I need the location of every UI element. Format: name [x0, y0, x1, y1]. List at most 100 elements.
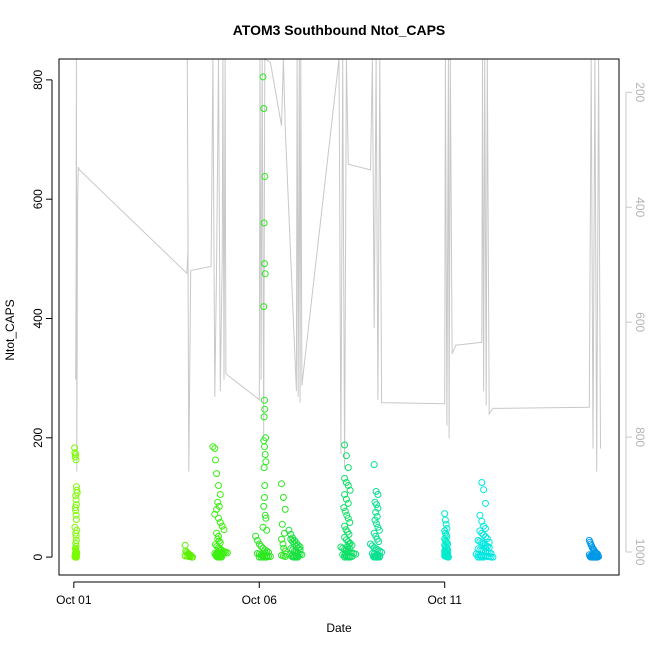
data-point	[346, 486, 354, 494]
data-point	[72, 456, 80, 464]
data-point	[278, 520, 286, 528]
series-8	[472, 479, 497, 561]
data-point	[278, 480, 285, 488]
data-point	[262, 514, 270, 522]
data-point	[216, 519, 224, 526]
data-point	[483, 535, 491, 543]
data-point	[220, 526, 228, 534]
data-point	[214, 548, 222, 556]
series-0	[71, 444, 81, 561]
data-point	[444, 553, 452, 561]
data-point	[260, 219, 268, 227]
data-point	[261, 511, 269, 519]
y-axis-label: Ntot_CAPS	[3, 299, 17, 360]
data-point	[480, 531, 488, 539]
data-point	[287, 545, 295, 553]
data-point	[72, 516, 80, 523]
data-point	[72, 451, 80, 458]
data-point	[483, 542, 491, 550]
data-point	[260, 550, 268, 558]
data-point	[478, 479, 486, 486]
right-tick-label: 200	[633, 82, 647, 102]
data-point	[489, 553, 497, 561]
data-point	[215, 482, 222, 489]
data-point	[261, 260, 268, 268]
data-point	[261, 405, 269, 413]
y-tick-label: 800	[31, 70, 45, 90]
data-point	[260, 105, 268, 112]
series-2	[209, 443, 231, 561]
data-point	[341, 491, 349, 498]
data-point	[219, 548, 227, 556]
data-point	[216, 491, 224, 498]
data-point	[344, 499, 352, 507]
data-point	[345, 540, 353, 548]
data-point	[72, 507, 80, 515]
data-point	[259, 73, 267, 81]
data-point	[261, 482, 269, 489]
data-point	[261, 494, 268, 501]
data-point	[480, 486, 488, 494]
data-points-layer	[71, 73, 603, 561]
data-point	[189, 553, 196, 561]
data-point	[482, 544, 489, 552]
data-point	[372, 508, 380, 516]
data-point	[482, 525, 489, 532]
data-point	[482, 533, 489, 541]
series-4	[285, 526, 306, 561]
data-point	[71, 453, 79, 461]
data-point	[341, 441, 349, 449]
data-point	[261, 396, 268, 404]
data-point	[292, 542, 300, 550]
data-point	[278, 535, 285, 543]
data-point	[72, 532, 80, 540]
data-point	[373, 520, 380, 528]
data-point	[341, 522, 349, 530]
data-point	[71, 444, 79, 452]
series-9	[585, 536, 603, 561]
data-point	[442, 520, 450, 528]
data-point	[257, 542, 265, 550]
data-point	[372, 553, 380, 561]
data-point	[373, 501, 380, 509]
right-tick-label: 1000	[633, 539, 647, 566]
data-point	[474, 536, 482, 544]
data-point	[294, 544, 302, 552]
data-point	[294, 553, 302, 561]
data-point	[344, 514, 352, 522]
y-tick-label: 200	[31, 427, 45, 447]
data-point	[72, 548, 80, 556]
data-point	[281, 505, 289, 513]
data-point	[260, 464, 268, 472]
data-point	[209, 443, 217, 451]
data-point	[72, 511, 80, 519]
data-point	[370, 461, 378, 469]
right-tick-label: 600	[633, 312, 647, 332]
data-point	[342, 495, 350, 503]
data-point	[371, 516, 379, 524]
data-point	[341, 474, 349, 482]
data-point	[342, 553, 350, 561]
data-point	[375, 553, 383, 561]
x-tick-label: Oct 11	[427, 593, 462, 607]
data-point	[215, 514, 222, 522]
data-point	[212, 456, 219, 464]
data-point	[279, 494, 287, 501]
y-tick-label: 0	[31, 553, 45, 560]
data-point	[478, 539, 486, 547]
right-tick-label: 800	[633, 427, 647, 447]
data-point	[253, 536, 261, 544]
data-point	[374, 504, 382, 512]
data-point	[252, 532, 260, 540]
series-5	[337, 441, 360, 561]
y-tick-label: 600	[31, 189, 45, 209]
data-point	[296, 543, 304, 551]
data-point	[352, 550, 360, 558]
data-point	[480, 553, 488, 561]
data-point	[211, 445, 219, 452]
data-point	[374, 546, 382, 554]
data-point	[346, 545, 354, 553]
series-1	[181, 541, 196, 561]
data-point	[441, 516, 449, 524]
